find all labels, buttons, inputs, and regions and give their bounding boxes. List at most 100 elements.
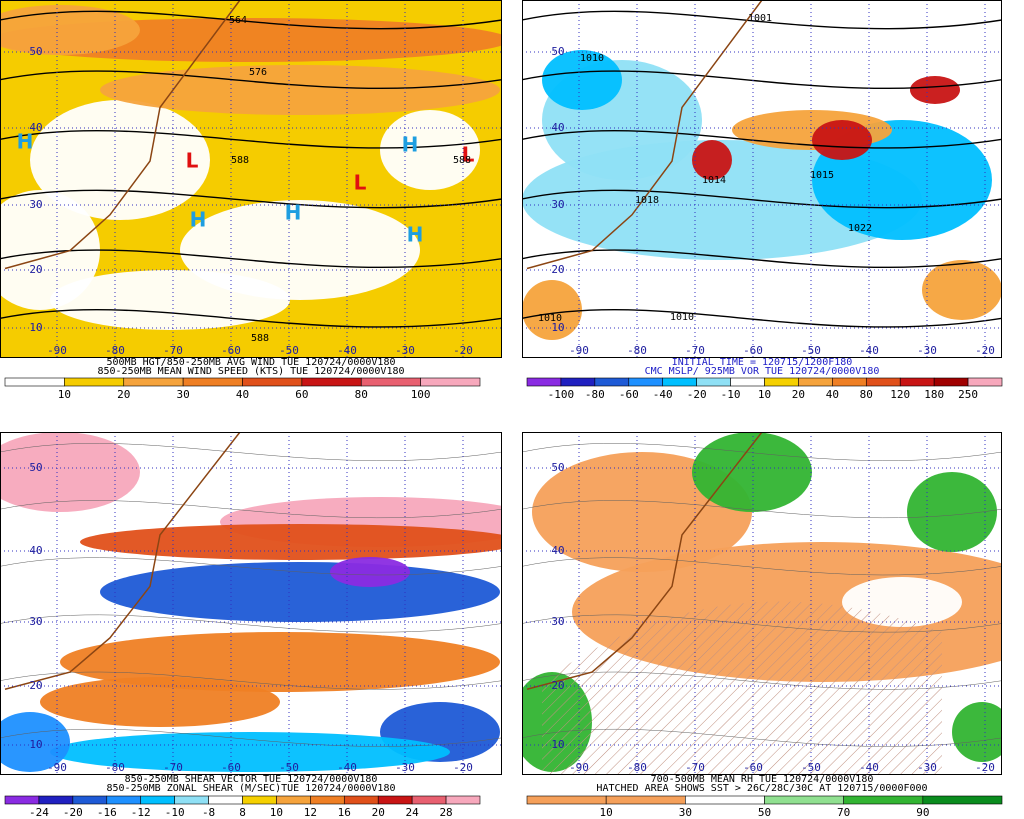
colorbar-box	[685, 795, 765, 805]
colorbar-box	[445, 795, 481, 805]
lon-label: -50	[801, 761, 821, 774]
lat-label: 40	[29, 121, 42, 134]
map: -90 -80 -70 -60 -50 -40 -30 -20 50 40 30 20 10 H L H H H L…	[0, 0, 502, 358]
pressure-center: H	[17, 130, 34, 154]
pressure-center: H	[407, 223, 424, 247]
caption: 850-250MB ZONAL SHEAR (M/SEC)TUE 120724/…	[107, 783, 396, 794]
map-panel: -90 -80 -70 -60 -50 -40 -30 -20 50 40 30 20 10 850-25…	[0, 432, 502, 819]
colorbar-label: 10	[758, 388, 771, 401]
colorbar-label: -10	[721, 388, 741, 401]
caption: CMC MSLP/ 925MB VOR TUE 120724/0000V180	[645, 366, 880, 377]
lat-label: 30	[29, 615, 42, 628]
colorbar-label: 30	[177, 388, 190, 401]
contour-line	[0, 614, 502, 633]
lon-label: -60	[743, 344, 763, 357]
colorbar-box	[276, 795, 311, 805]
contour-line	[0, 129, 502, 149]
lon-label: -40	[859, 761, 879, 774]
colorbar-label: -20	[687, 388, 707, 401]
lon-label: -40	[337, 761, 357, 774]
contour-label: 1010	[580, 53, 604, 64]
contour-line	[522, 500, 1002, 519]
map: -90 -80 -70 -60 -50 -40 -30 -20 50 40 30 20 10	[0, 432, 502, 775]
lat-label: 10	[551, 738, 564, 751]
contour-label: 588	[251, 333, 269, 344]
lat-label: 50	[551, 461, 564, 474]
colorbar-box	[310, 795, 345, 805]
colorbar-label: 10	[270, 806, 283, 819]
colorbar-box	[899, 377, 935, 387]
shaded-region	[40, 677, 280, 727]
lon-label: -20	[975, 761, 995, 774]
lon-label: -30	[395, 761, 415, 774]
colorbar-label: 70	[837, 806, 850, 819]
caption: 850-250MB SHEAR VECTOR TUE 120724/0000V1…	[125, 774, 378, 785]
lon-label: -20	[453, 344, 473, 357]
shaded-region	[952, 702, 1002, 762]
lon-label: -80	[105, 344, 125, 357]
contour-line	[0, 557, 502, 576]
contour-line	[0, 728, 502, 747]
lon-label: -90	[569, 761, 589, 774]
contour-label: 576	[249, 67, 267, 78]
pressure-center: L	[186, 149, 199, 173]
lon-label: -20	[453, 761, 473, 774]
colorbar-label: -100	[548, 388, 575, 401]
colorbar-label: 20	[792, 388, 805, 401]
lat-label: 30	[29, 198, 42, 211]
shaded-region	[812, 120, 872, 160]
lon-label: -50	[801, 344, 821, 357]
colorbar-label: 12	[304, 806, 317, 819]
shaded-region	[80, 524, 502, 560]
colorbar-label: 100	[411, 388, 431, 401]
shaded-region	[692, 432, 812, 512]
lat-label: 50	[29, 461, 42, 474]
colorbar-label: 10	[600, 806, 613, 819]
shaded-region	[0, 5, 140, 55]
colorbar-box	[967, 377, 1003, 387]
colorbar-box	[843, 795, 924, 805]
colorbar-label: -24	[29, 806, 49, 819]
contour-label: 588	[453, 155, 471, 166]
lon-label: -70	[685, 761, 705, 774]
pressure-center: H	[285, 201, 302, 225]
lon-label: -60	[743, 761, 763, 774]
contour-line	[522, 10, 1002, 30]
shaded-region	[542, 50, 622, 110]
colorbar-box	[865, 377, 901, 387]
map: -90 -80 -70 -60 -50 -40 -30 -20 50 40 30 20 10	[522, 432, 1002, 775]
lon-label: -30	[395, 344, 415, 357]
contour-label: 1001	[748, 13, 772, 24]
colorbar-label: -10	[165, 806, 185, 819]
map-panel: -90 -80 -70 -60 -50 -40 -30 -20 50 40 30 20 10 H L H H H L…	[0, 0, 502, 401]
colorbar-box	[832, 377, 867, 387]
contour-label: 588	[231, 155, 249, 166]
caption: INITIAL TIME = 120715/1200F180	[672, 357, 853, 368]
contour-label: 1015	[810, 170, 834, 181]
pressure-center: H	[190, 208, 207, 232]
lat-label: 20	[551, 263, 564, 276]
contour-line	[0, 500, 502, 519]
contour-line	[522, 443, 1002, 461]
colorbar-box	[208, 795, 243, 805]
lon-label: -30	[917, 761, 937, 774]
lat-label: 50	[29, 45, 42, 58]
colorbar-label: -80	[585, 388, 605, 401]
colorbar-label: 40	[236, 388, 249, 401]
contour-line	[0, 10, 502, 30]
colorbar-box	[174, 795, 209, 805]
shaded-region	[0, 712, 70, 772]
pressure-center: L	[462, 143, 475, 167]
colorbar-label: 250	[958, 388, 978, 401]
colorbar-label: -8	[202, 806, 215, 819]
lat-label: 10	[29, 738, 42, 751]
colorbar-box	[377, 795, 413, 805]
contour-line	[522, 308, 1002, 328]
lon-label: -80	[627, 761, 647, 774]
lat-label: 40	[551, 544, 564, 557]
colorbar-label: 20	[372, 806, 385, 819]
colorbar-label: 90	[916, 806, 929, 819]
contour-line	[522, 557, 1002, 576]
lat-label: 10	[551, 321, 564, 334]
